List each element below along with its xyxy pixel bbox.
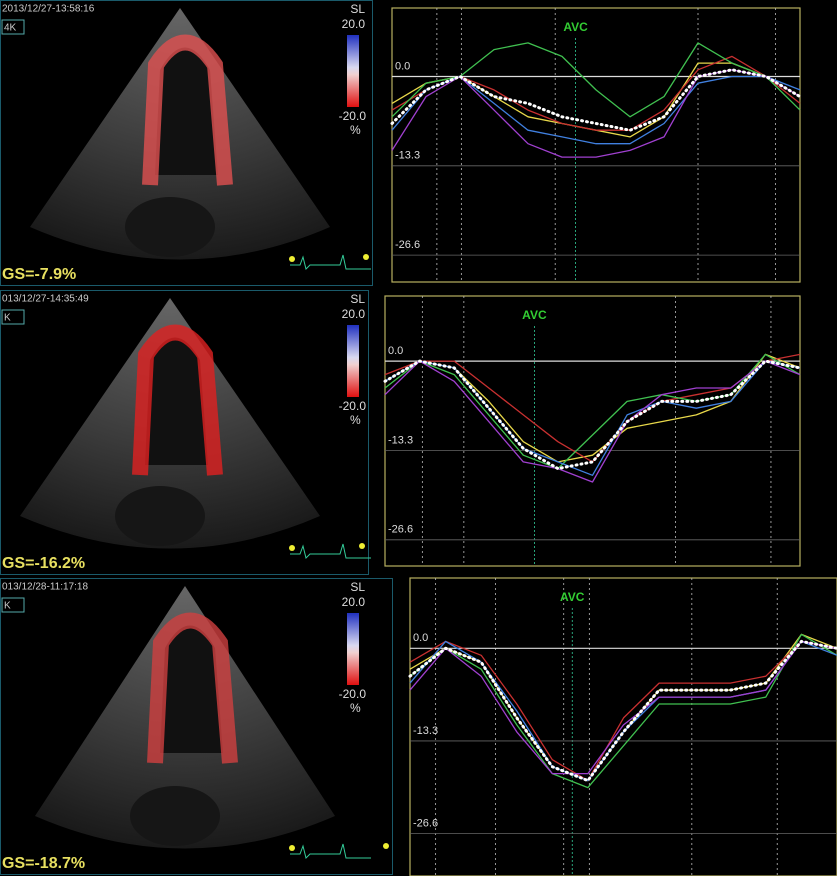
- global-strain: GS=-18.7%: [2, 855, 85, 872]
- color-bar: [347, 325, 359, 397]
- scale-unit: SL: [350, 2, 365, 16]
- chart-frame: [409, 577, 837, 876]
- ecg-marker: [289, 845, 295, 851]
- strain-curve: [391, 55, 801, 131]
- strain-curve: [384, 353, 801, 463]
- y-tick-label: 0.0: [395, 60, 410, 72]
- strain-curve: [409, 640, 837, 782]
- scale-max: 20.0: [342, 17, 366, 31]
- lv-cavity: [160, 625, 223, 753]
- scale-max: 20.0: [342, 307, 366, 321]
- avc-label: AVC: [522, 308, 547, 322]
- avc-label: AVC: [563, 20, 588, 34]
- scale-min: -20.0: [339, 399, 367, 413]
- timestamp: 2013/12/27-13:58:16: [2, 4, 95, 15]
- strain-curve: [384, 360, 801, 476]
- strain-overlay: [132, 324, 223, 476]
- strain-curve: [391, 75, 801, 145]
- scale-percent: %: [350, 123, 361, 137]
- scale-max: 20.0: [342, 595, 366, 609]
- scale-unit: SL: [350, 580, 365, 594]
- global-strain: GS=-7.9%: [2, 266, 76, 283]
- ecg-trace: [290, 843, 371, 859]
- ecg-marker: [383, 843, 389, 849]
- y-tick-label: 0.0: [388, 345, 403, 357]
- atrium: [125, 197, 215, 257]
- color-bar: [347, 35, 359, 107]
- mode-box: [1, 309, 25, 325]
- strain-curve: [383, 359, 802, 471]
- chart-frame: [391, 7, 801, 283]
- mode: K: [4, 601, 11, 612]
- scale-min: -20.0: [339, 687, 367, 701]
- strain-curve: [384, 360, 801, 483]
- strain-curve: [390, 68, 802, 132]
- scale-percent: %: [350, 413, 361, 427]
- ecg-trace: [290, 543, 371, 559]
- mode-box: [1, 597, 25, 613]
- y-tick-label: -26.6: [388, 524, 413, 536]
- lv-cavity: [145, 337, 208, 465]
- strain-curve: [409, 633, 837, 782]
- strain-curve: [409, 633, 837, 789]
- timestamp: 013/12/27-14:35:49: [2, 294, 89, 305]
- mode: K: [4, 313, 11, 324]
- lv-cavity: [155, 47, 218, 175]
- mode: 4K: [4, 23, 17, 34]
- scale-min: -20.0: [339, 109, 367, 123]
- strain-curve: [384, 353, 801, 463]
- strain-overlay: [147, 612, 238, 764]
- strain-overlay: [142, 34, 233, 186]
- y-tick-label: -13.3: [413, 725, 438, 737]
- ecg-marker: [289, 256, 295, 262]
- y-tick-label: -13.3: [395, 150, 420, 162]
- y-tick-label: 0.0: [413, 632, 428, 644]
- atrium: [130, 786, 220, 846]
- strain-curve: [409, 640, 837, 775]
- strain-curve: [408, 639, 837, 783]
- avc-label: AVC: [560, 590, 585, 604]
- atrium: [115, 486, 205, 546]
- y-tick-label: -26.6: [395, 239, 420, 251]
- ecg-marker: [359, 543, 365, 549]
- mode-box: [1, 19, 25, 35]
- strain-curve: [384, 353, 801, 470]
- global-strain: GS=-16.2%: [2, 555, 85, 572]
- color-bar: [347, 613, 359, 685]
- y-tick-label: -26.6: [413, 817, 438, 829]
- scale-percent: %: [350, 701, 361, 715]
- ecg-marker: [363, 254, 369, 260]
- timestamp: 013/12/28-11:17:18: [2, 582, 88, 593]
- strain-curve: [391, 62, 801, 138]
- y-tick-label: -13.3: [388, 434, 413, 446]
- strain-curve: [409, 640, 837, 782]
- ecg-marker: [289, 545, 295, 551]
- ecg-trace: [290, 254, 371, 270]
- scale-unit: SL: [350, 292, 365, 306]
- chart-frame: [384, 295, 801, 567]
